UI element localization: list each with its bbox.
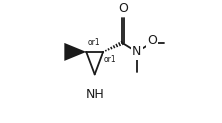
Polygon shape	[64, 43, 86, 61]
Text: NH: NH	[85, 88, 104, 101]
Text: or1: or1	[88, 38, 101, 47]
Text: O: O	[147, 34, 157, 47]
Text: N: N	[132, 45, 142, 58]
Text: or1: or1	[104, 55, 116, 64]
Text: O: O	[118, 2, 128, 15]
